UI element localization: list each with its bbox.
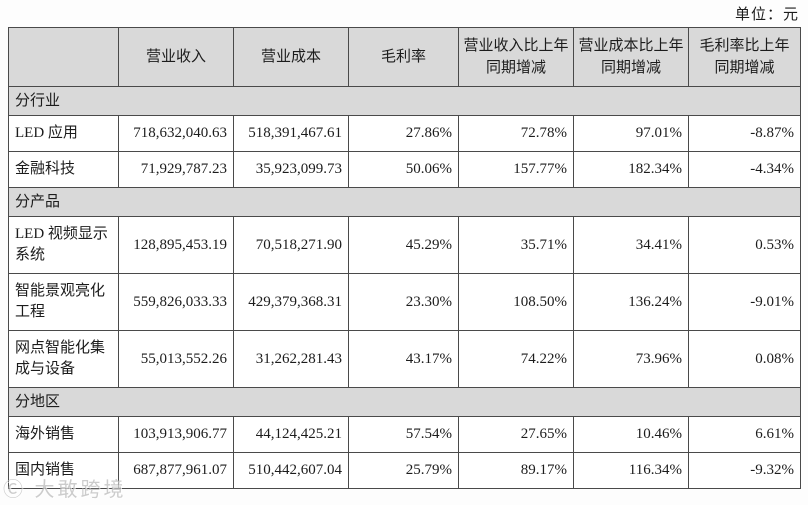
cell-value: 0.08% <box>688 330 801 388</box>
row-label: 金融科技 <box>8 151 119 188</box>
cell-value: 559,826,033.33 <box>118 273 234 331</box>
cell-value: 510,442,607.04 <box>233 452 349 489</box>
cell-value: 25.79% <box>348 452 459 489</box>
cell-value: -4.34% <box>688 151 801 188</box>
cell-value: 116.34% <box>573 452 689 489</box>
cell-value: 518,391,467.61 <box>233 115 349 152</box>
column-header: 营业成本比上年同期增减 <box>573 27 689 87</box>
row-label: LED 视频显示系统 <box>8 216 119 274</box>
row-label: 海外销售 <box>8 416 119 453</box>
cell-value: 23.30% <box>348 273 459 331</box>
table-row: 国内销售 687,877,961.07 510,442,607.04 25.79% 89… <box>8 452 801 489</box>
cell-value: 34.41% <box>573 216 689 274</box>
cell-value: -9.32% <box>688 452 801 489</box>
cell-value: 108.50% <box>458 273 574 331</box>
cell-value: 43.17% <box>348 330 459 388</box>
cell-value: 182.34% <box>573 151 689 188</box>
cell-value: 27.65% <box>458 416 574 453</box>
cell-value: 74.22% <box>458 330 574 388</box>
row-label: 智能景观亮化工程 <box>8 273 119 331</box>
cell-value: 687,877,961.07 <box>118 452 234 489</box>
cell-value: 27.86% <box>348 115 459 152</box>
section-row: 分产品 <box>8 187 801 217</box>
table-header: 营业收入 营业成本 毛利率 营业收入比上年同期增减 营业成本比上年同期增减 毛利率比上年同… <box>8 27 801 87</box>
section-row: 分行业 <box>8 86 801 116</box>
column-header: 毛利率 <box>348 27 459 87</box>
column-header: 营业收入比上年同期增减 <box>458 27 574 87</box>
table-row: 金融科技 71,929,787.23 35,923,099.73 50.06% 157.… <box>8 151 801 188</box>
header-row: 营业收入 营业成本 毛利率 营业收入比上年同期增减 营业成本比上年同期增减 毛利率比上年同… <box>8 27 801 87</box>
section-label: 分行业 <box>8 86 801 116</box>
cell-value: 35.71% <box>458 216 574 274</box>
cell-value: 429,379,368.31 <box>233 273 349 331</box>
table-row: 网点智能化集成与设备 55,013,552.26 31,262,281.43 43.1… <box>8 330 801 388</box>
cell-value: 72.78% <box>458 115 574 152</box>
cell-value: 157.77% <box>458 151 574 188</box>
cell-value: 70,518,271.90 <box>233 216 349 274</box>
financial-table: 营业收入 营业成本 毛利率 营业收入比上年同期增减 营业成本比上年同期增减 毛利率比上年同… <box>8 27 801 489</box>
cell-value: 50.06% <box>348 151 459 188</box>
section-label: 分产品 <box>8 187 801 217</box>
table-row: LED 应用 718,632,040.63 518,391,467.61 27.86%… <box>8 115 801 152</box>
table-row: 海外销售 103,913,906.77 44,124,425.21 57.54% 27.… <box>8 416 801 453</box>
cell-value: 103,913,906.77 <box>118 416 234 453</box>
cell-value: 136.24% <box>573 273 689 331</box>
row-label: 网点智能化集成与设备 <box>8 330 119 388</box>
row-label: 国内销售 <box>8 452 119 489</box>
column-header: 营业收入 <box>118 27 234 87</box>
section-label: 分地区 <box>8 387 801 417</box>
corner-cell <box>8 27 119 87</box>
cell-value: -8.87% <box>688 115 801 152</box>
cell-value: 73.96% <box>573 330 689 388</box>
section-row: 分地区 <box>8 387 801 417</box>
cell-value: 97.01% <box>573 115 689 152</box>
table-row: 智能景观亮化工程 559,826,033.33 429,379,368.31 23.3… <box>8 273 801 331</box>
cell-value: 31,262,281.43 <box>233 330 349 388</box>
cell-value: 10.46% <box>573 416 689 453</box>
column-header: 营业成本 <box>233 27 349 87</box>
cell-value: -9.01% <box>688 273 801 331</box>
cell-value: 55,013,552.26 <box>118 330 234 388</box>
cell-value: 0.53% <box>688 216 801 274</box>
cell-value: 128,895,453.19 <box>118 216 234 274</box>
table-body: 分行业 LED 应用 718,632,040.63 518,391,467.61 27.… <box>8 86 801 489</box>
cell-value: 71,929,787.23 <box>118 151 234 188</box>
cell-value: 35,923,099.73 <box>233 151 349 188</box>
cell-value: 6.61% <box>688 416 801 453</box>
unit-label: 单位：元 <box>734 7 799 23</box>
cell-value: 718,632,040.63 <box>118 115 234 152</box>
row-label: LED 应用 <box>8 115 119 152</box>
column-header: 毛利率比上年同期增减 <box>688 27 801 87</box>
cell-value: 44,124,425.21 <box>233 416 349 453</box>
table-row: LED 视频显示系统 128,895,453.19 70,518,271.90 45.… <box>8 216 801 274</box>
cell-value: 57.54% <box>348 416 459 453</box>
cell-value: 45.29% <box>348 216 459 274</box>
cell-value: 89.17% <box>458 452 574 489</box>
